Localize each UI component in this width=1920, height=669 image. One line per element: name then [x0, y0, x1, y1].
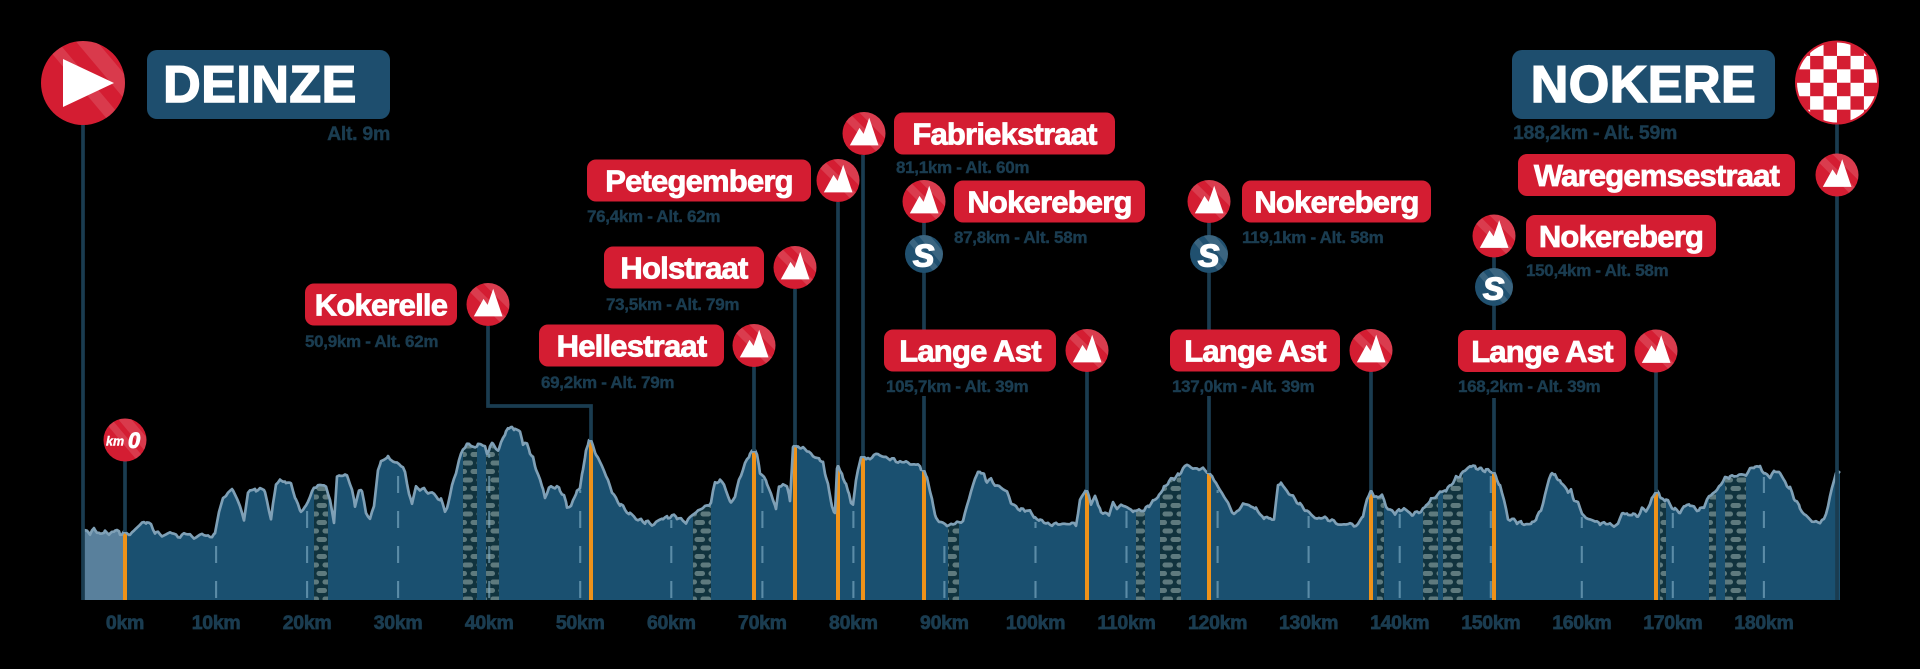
- svg-text:60km: 60km: [647, 612, 696, 634]
- svg-text:168,2km - Alt. 39m: 168,2km - Alt. 39m: [1458, 377, 1601, 396]
- svg-text:10km: 10km: [192, 612, 241, 634]
- svg-text:170km: 170km: [1643, 612, 1702, 634]
- svg-text:150,4km - Alt. 58m: 150,4km - Alt. 58m: [1526, 261, 1669, 280]
- svg-text:Nokereberg: Nokereberg: [967, 185, 1131, 220]
- svg-text:Holstraat: Holstraat: [620, 251, 748, 286]
- svg-text:137,0km - Alt. 39m: 137,0km - Alt. 39m: [1172, 377, 1315, 396]
- svg-text:160km: 160km: [1552, 612, 1611, 634]
- svg-text:Nokereberg: Nokereberg: [1539, 219, 1703, 254]
- svg-text:110km: 110km: [1097, 612, 1155, 634]
- svg-text:Lange Ast: Lange Ast: [1184, 334, 1326, 369]
- svg-text:140km: 140km: [1370, 612, 1429, 634]
- svg-text:Waregemsestraat: Waregemsestraat: [1534, 158, 1780, 193]
- svg-text:50,9km - Alt. 62m: 50,9km - Alt. 62m: [305, 332, 438, 351]
- svg-text:NOKERE: NOKERE: [1531, 56, 1756, 114]
- svg-text:Petegemberg: Petegemberg: [605, 164, 793, 199]
- svg-text:50km: 50km: [556, 612, 605, 634]
- svg-text:s: s: [1482, 262, 1505, 309]
- svg-text:20km: 20km: [283, 612, 332, 634]
- svg-text:119,1km - Alt. 58m: 119,1km - Alt. 58m: [1242, 228, 1384, 247]
- svg-text:105,7km - Alt. 39m: 105,7km - Alt. 39m: [886, 377, 1029, 396]
- svg-text:73,5km - Alt. 79m: 73,5km - Alt. 79m: [606, 295, 739, 314]
- svg-text:130km: 130km: [1279, 612, 1338, 634]
- svg-text:76,4km - Alt. 62m: 76,4km - Alt. 62m: [587, 207, 720, 226]
- svg-text:0: 0: [128, 428, 141, 453]
- svg-text:180km: 180km: [1734, 612, 1793, 634]
- svg-text:69,2km - Alt. 79m: 69,2km - Alt. 79m: [541, 373, 674, 392]
- svg-text:80km: 80km: [829, 612, 878, 634]
- svg-text:87,8km - Alt. 58m: 87,8km - Alt. 58m: [954, 228, 1087, 247]
- svg-text:s: s: [1197, 229, 1220, 276]
- svg-text:Kokerelle: Kokerelle: [315, 288, 448, 323]
- svg-text:188,2km - Alt. 59m: 188,2km - Alt. 59m: [1513, 122, 1677, 144]
- svg-text:40km: 40km: [465, 612, 514, 634]
- svg-text:30km: 30km: [374, 612, 423, 634]
- svg-text:81,1km - Alt. 60m: 81,1km - Alt. 60m: [896, 158, 1029, 177]
- svg-text:120km: 120km: [1188, 612, 1247, 634]
- svg-text:Alt. 9m: Alt. 9m: [327, 123, 390, 145]
- svg-text:100km: 100km: [1006, 612, 1065, 634]
- svg-text:DEINZE: DEINZE: [163, 56, 357, 114]
- svg-text:Lange Ast: Lange Ast: [899, 334, 1041, 369]
- svg-text:0km: 0km: [106, 612, 144, 634]
- svg-text:km: km: [106, 435, 124, 449]
- svg-text:Hellestraat: Hellestraat: [557, 329, 707, 364]
- svg-text:Fabriekstraat: Fabriekstraat: [912, 117, 1097, 152]
- svg-text:s: s: [912, 229, 935, 276]
- svg-text:150km: 150km: [1461, 612, 1520, 634]
- svg-text:Lange Ast: Lange Ast: [1471, 334, 1613, 369]
- svg-text:Nokereberg: Nokereberg: [1254, 185, 1418, 220]
- svg-text:70km: 70km: [738, 612, 787, 634]
- svg-text:90km: 90km: [920, 612, 969, 634]
